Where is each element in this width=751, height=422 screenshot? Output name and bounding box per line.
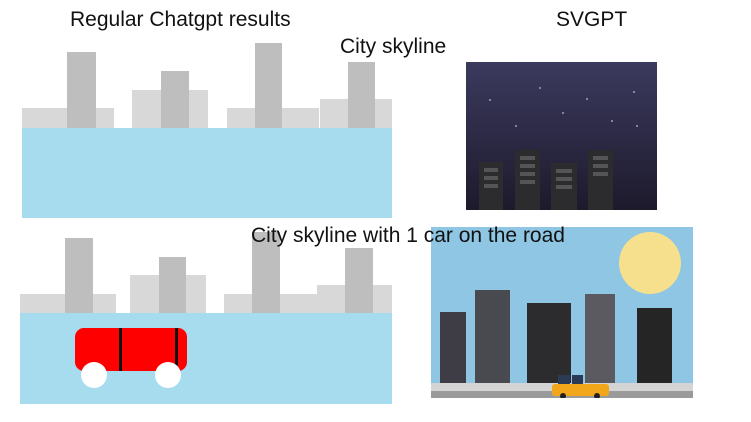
car-wheel bbox=[81, 362, 107, 388]
skyscraper bbox=[479, 162, 503, 210]
water bbox=[22, 128, 392, 218]
skyscraper bbox=[588, 150, 613, 210]
regular-chatgpt-results-heading: Regular Chatgpt results bbox=[70, 8, 291, 31]
skyscraper bbox=[515, 150, 540, 210]
yellow-taxi bbox=[552, 375, 609, 398]
building bbox=[475, 290, 510, 383]
car-wheel bbox=[155, 362, 181, 388]
building bbox=[159, 257, 186, 313]
building bbox=[161, 71, 189, 128]
city-skyline-caption: City skyline bbox=[340, 35, 447, 58]
building bbox=[440, 312, 466, 383]
regular-city-skyline-with-car-image bbox=[20, 232, 392, 404]
svgpt-heading: SVGPT bbox=[556, 8, 628, 31]
building bbox=[345, 248, 373, 313]
building bbox=[67, 52, 96, 128]
sun bbox=[619, 232, 681, 294]
red-car bbox=[75, 328, 187, 388]
building bbox=[255, 43, 282, 128]
building bbox=[585, 294, 615, 383]
city-skyline-with-car-caption: City skyline with 1 car on the road bbox=[251, 224, 565, 247]
stars bbox=[489, 87, 638, 127]
skyscraper bbox=[551, 163, 577, 210]
building bbox=[65, 238, 93, 313]
regular-city-skyline-image bbox=[22, 43, 392, 218]
svgpt-night-skyline-image bbox=[466, 62, 657, 210]
svgpt-day-skyline-with-car-image bbox=[431, 227, 693, 398]
building bbox=[527, 303, 571, 383]
building bbox=[637, 308, 672, 383]
building bbox=[348, 62, 375, 128]
building bbox=[252, 232, 280, 313]
